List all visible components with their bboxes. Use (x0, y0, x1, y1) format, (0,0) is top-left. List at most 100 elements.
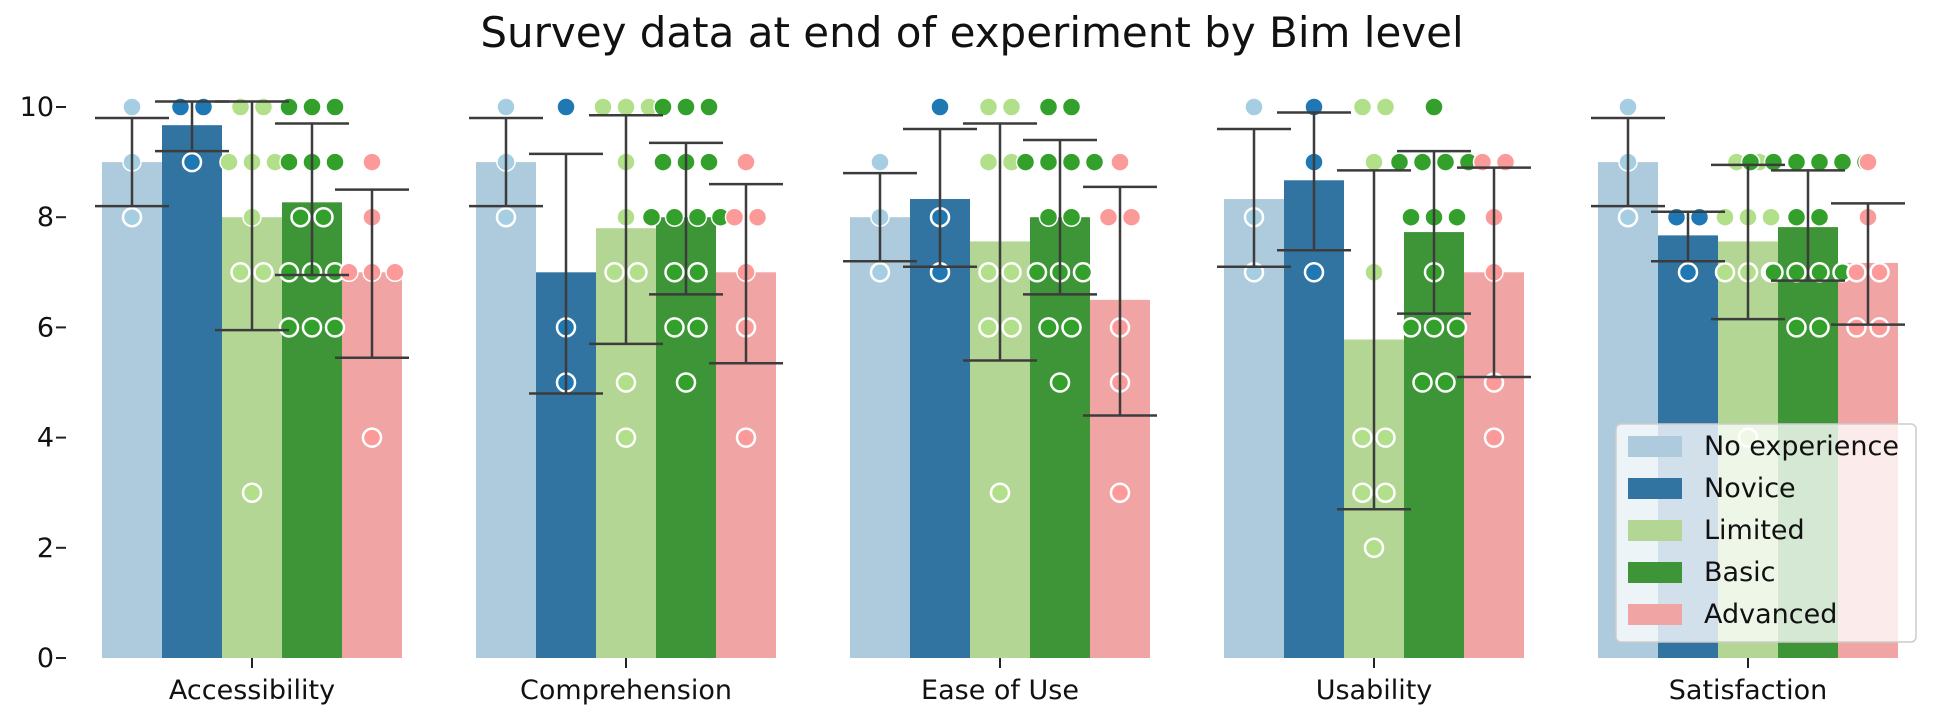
data-point (1352, 482, 1373, 503)
data-point (615, 427, 637, 448)
data-point (122, 97, 142, 117)
data-point (1786, 152, 1807, 172)
data-point (1389, 152, 1410, 172)
data-point (978, 97, 999, 117)
data-point (253, 262, 274, 283)
data-point (1364, 152, 1384, 172)
data-point (1038, 317, 1059, 338)
y-tick-label: 6 (37, 312, 54, 343)
data-point (653, 97, 673, 117)
chart-title: Survey data at end of experiment by Bim … (480, 8, 1464, 57)
data-point (724, 207, 745, 227)
data-point (978, 152, 999, 172)
data-point (1761, 207, 1781, 227)
data-point (641, 207, 662, 227)
y-axis: 0 2 4 6 8 10 (20, 92, 66, 674)
legend: No experience Novice Limited Basic Advanced (1615, 423, 1917, 643)
data-point (278, 262, 300, 283)
data-point (1809, 262, 1830, 283)
legend-swatch (1628, 604, 1682, 625)
data-point (313, 206, 334, 228)
data-point (653, 152, 673, 172)
data-point (1858, 152, 1878, 172)
legend-swatch (1628, 436, 1682, 457)
data-point (1363, 537, 1385, 559)
data-point (1038, 207, 1059, 227)
data-point (1869, 262, 1890, 283)
y-tick-label: 8 (37, 202, 54, 233)
x-tick-label: Ease of Use (921, 675, 1079, 706)
data-point (1423, 317, 1445, 338)
data-point (747, 207, 768, 227)
bar (102, 162, 162, 658)
data-point (735, 427, 757, 448)
data-point (1352, 427, 1373, 448)
data-point (978, 262, 999, 283)
data-point (1786, 317, 1807, 338)
data-point (1401, 207, 1421, 227)
data-point (1375, 482, 1396, 503)
data-point (870, 152, 890, 172)
data-point (1786, 262, 1807, 283)
data-point (615, 372, 637, 393)
data-point (1303, 262, 1325, 283)
data-point (676, 97, 696, 117)
data-point (1446, 317, 1468, 338)
data-point (930, 97, 950, 117)
legend-label: Limited (1704, 515, 1805, 546)
data-point (301, 317, 323, 338)
data-point (362, 152, 382, 172)
data-point (339, 262, 359, 283)
legend-label: Advanced (1704, 599, 1837, 630)
data-point (496, 97, 516, 117)
data-point (687, 207, 708, 227)
legend-swatch (1628, 478, 1682, 499)
data-point (1832, 152, 1853, 172)
data-point (181, 151, 203, 173)
data-point (687, 262, 708, 283)
legend-label: Novice (1704, 473, 1796, 504)
data-point (1424, 97, 1444, 117)
data-point (1400, 317, 1422, 338)
legend-box (1615, 423, 1917, 643)
x-axis: Accessibility Comprehension Ease of Use Usa… (169, 658, 1827, 706)
data-point (1740, 152, 1761, 172)
y-tick-label: 10 (20, 92, 54, 123)
data-point (325, 97, 345, 117)
data-point (324, 317, 346, 338)
data-point (1061, 207, 1082, 227)
data-point (325, 152, 345, 172)
data-point (495, 206, 517, 228)
data-point (1846, 262, 1867, 283)
data-point (1038, 152, 1059, 172)
data-point (1015, 152, 1036, 172)
error-bars (95, 100, 1905, 511)
data-point (219, 152, 239, 172)
bar (850, 217, 910, 658)
data-point (1447, 207, 1467, 227)
data-point (1049, 372, 1071, 393)
data-point (1786, 207, 1807, 227)
data-point (604, 262, 625, 283)
data-point (1001, 97, 1022, 117)
legend-label: Basic (1704, 557, 1775, 588)
data-point (989, 482, 1011, 503)
data-point (1809, 152, 1830, 172)
data-point (1352, 97, 1373, 117)
x-tick-label: Usability (1316, 675, 1433, 706)
x-tick-label: Comprehension (520, 675, 732, 706)
data-point (1617, 206, 1639, 228)
data-point (1714, 262, 1736, 283)
data-point (593, 97, 613, 117)
data-point (1618, 97, 1638, 117)
data-point (1072, 262, 1094, 283)
data-point (675, 372, 697, 393)
data-point (302, 97, 322, 117)
data-point (1435, 152, 1456, 172)
data-point (664, 317, 685, 338)
data-point (978, 317, 999, 338)
data-point (1435, 372, 1456, 393)
legend-swatch (1628, 520, 1682, 541)
x-tick-label: Accessibility (169, 675, 335, 706)
